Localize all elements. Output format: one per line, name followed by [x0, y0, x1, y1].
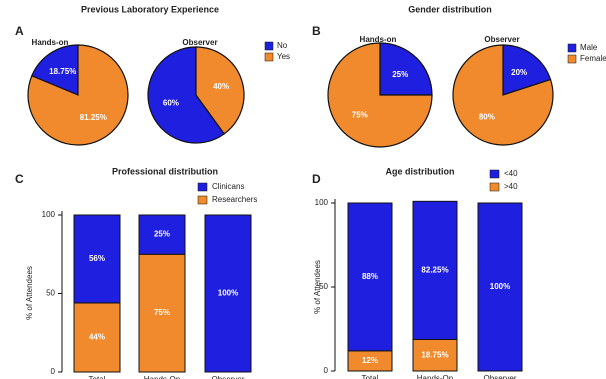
bar-label: 12%	[362, 356, 378, 365]
bar-label: 44%	[89, 333, 105, 342]
pie-label: Hands-on	[360, 35, 397, 44]
legend-label: Researchers	[212, 195, 257, 204]
bar-segment	[412, 200, 458, 340]
pie-slice	[379, 42, 433, 96]
pie-label: Hands-on	[32, 38, 69, 47]
x-tick-label: Observer	[212, 375, 245, 379]
bar-segment	[138, 253, 186, 373]
bar-label: 100%	[490, 282, 510, 291]
legend-swatch	[197, 182, 208, 192]
legend-label: Male	[580, 43, 598, 52]
pie-slice	[502, 44, 552, 96]
panel-letter: C	[15, 172, 24, 186]
y-tick-label: 0	[324, 366, 329, 375]
pie-slice	[147, 46, 226, 144]
legend-label: <40	[504, 169, 518, 178]
pie-slice	[31, 44, 79, 96]
x-tick-label: Total	[89, 375, 106, 379]
y-tick-label: 50	[319, 282, 328, 291]
bar-segment	[138, 214, 186, 255]
slice-label: 20%	[511, 68, 527, 77]
legend-swatch	[567, 43, 577, 53]
pie-label: Observer	[484, 35, 519, 44]
panel-letter: A	[15, 24, 24, 38]
bar-label: 100%	[218, 289, 238, 298]
chart-title: Professional distribution	[112, 166, 218, 176]
slice-label: 80%	[479, 112, 495, 121]
panel-letter: D	[312, 172, 321, 186]
y-tick-label: 50	[46, 289, 55, 298]
bar-label: 88%	[362, 272, 378, 281]
pie-slice	[27, 44, 129, 146]
legend-swatch	[567, 54, 577, 64]
slice-label: 25%	[392, 70, 408, 79]
legend-swatch	[197, 195, 208, 205]
bar-label: 75%	[154, 308, 170, 317]
slice-label: 40%	[213, 82, 229, 91]
panel-letter: B	[312, 24, 321, 38]
bar-segment	[73, 214, 121, 304]
y-axis-label: % of Attendees	[313, 260, 322, 314]
y-tick-label: 100	[42, 210, 56, 219]
y-axis-label: % of Attendees	[25, 266, 34, 320]
chart-title: Previous Laboratory Experience	[81, 4, 219, 14]
legend-swatch	[489, 169, 500, 179]
legend-label: No	[277, 41, 288, 50]
pie-slice	[195, 46, 245, 135]
legend-label: Clinicans	[212, 182, 244, 191]
bar-segment	[204, 214, 252, 373]
slice-label: 75%	[352, 110, 368, 119]
bar-label: 18.75%	[421, 350, 448, 359]
slice-label: 60%	[163, 98, 179, 107]
x-tick-label: Hands-On	[417, 374, 453, 379]
slice-label: 81.25%	[80, 113, 107, 122]
bar-label: 56%	[89, 254, 105, 263]
chart-title: Age distribution	[386, 166, 455, 176]
legend-label: Yes	[277, 52, 290, 61]
pie-slice	[327, 42, 433, 148]
bar-segment	[477, 202, 523, 372]
x-tick-label: Hands-On	[144, 375, 180, 379]
legend-label: Female	[580, 54, 606, 63]
pie-slice	[452, 44, 554, 146]
y-tick-label: 0	[51, 367, 56, 376]
legend-swatch	[264, 41, 274, 51]
bar-label: 25%	[154, 230, 170, 239]
legend-swatch	[489, 182, 500, 192]
bar-segment	[412, 339, 458, 372]
pie-label: Observer	[182, 38, 217, 47]
y-tick-label: 100	[315, 198, 329, 207]
slice-label: 18.75%	[49, 67, 76, 76]
bar-segment	[347, 202, 393, 352]
x-tick-label: Total	[362, 374, 379, 379]
chart-title: Gender distribution	[408, 4, 492, 14]
legend-label: >40	[504, 182, 518, 191]
x-tick-label: Observer	[484, 374, 517, 379]
bar-label: 82.25%	[421, 266, 448, 275]
legend-swatch	[264, 52, 274, 62]
